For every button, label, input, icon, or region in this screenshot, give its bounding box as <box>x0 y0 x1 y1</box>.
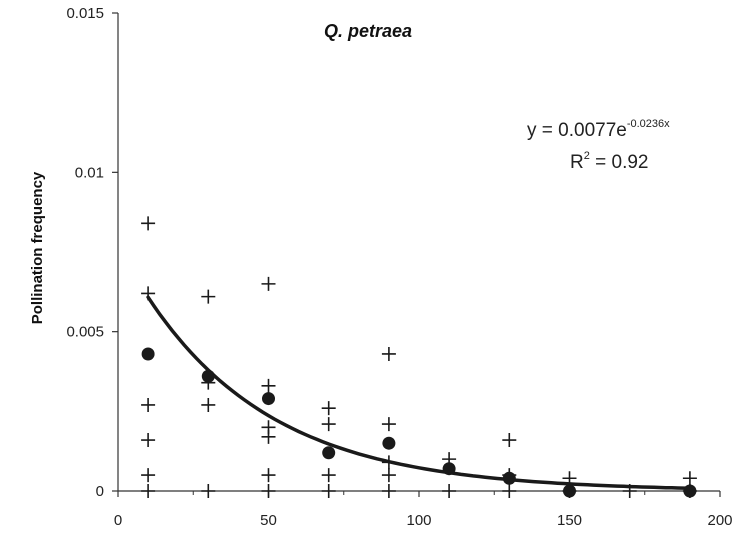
data-point-plus <box>321 417 336 432</box>
data-point-plus <box>201 397 216 412</box>
data-point-dot <box>201 369 215 383</box>
x-tick-label: 150 <box>557 512 582 529</box>
data-point-dot <box>262 392 275 406</box>
data-point-plus <box>141 433 156 448</box>
data-point-dot <box>322 446 336 460</box>
chart-title: Q. petraea <box>324 21 412 41</box>
data-point-plus <box>141 484 156 498</box>
data-point-dot <box>141 347 155 361</box>
data-point-plus <box>141 216 156 231</box>
data-point-plus <box>321 468 336 483</box>
x-tick-label: 0 <box>114 512 122 529</box>
data-point-plus <box>261 484 276 498</box>
trendline-curve <box>146 295 692 490</box>
data-point-dot <box>502 471 516 485</box>
data-point-plus <box>502 433 517 448</box>
r2-value: = 0.92 <box>590 152 649 173</box>
data-point-plus <box>261 276 276 291</box>
y-axis-label: Pollination frequency <box>29 171 46 324</box>
x-tick-label: 200 <box>707 512 732 529</box>
data-point-dot <box>382 436 396 450</box>
data-point-plus <box>201 484 216 498</box>
data-point-plus <box>261 468 276 483</box>
y-tick-label: 0 <box>96 483 104 500</box>
data-point-plus <box>381 417 396 432</box>
data-point-dot <box>442 462 456 476</box>
data-point-plus <box>321 484 336 498</box>
equation-main: y = 0.0077e <box>527 120 627 141</box>
r2-superscript: 2 <box>584 150 590 162</box>
r2-prefix: R <box>570 152 584 173</box>
y-tick-label: 0.01 <box>75 164 104 181</box>
data-point-plus <box>321 401 336 416</box>
data-point-plus <box>141 468 156 483</box>
data-point-dot <box>683 484 697 498</box>
data-point-plus <box>381 484 396 498</box>
data-point-dot <box>563 484 576 498</box>
data-point-plus <box>261 378 276 393</box>
data-point-plus <box>261 429 276 444</box>
data-point-plus <box>201 289 216 304</box>
data-point-plus <box>381 468 396 483</box>
y-tick-label: 0.015 <box>66 5 104 22</box>
data-point-plus <box>502 484 517 498</box>
data-point-plus <box>682 471 697 486</box>
x-tick-label: 50 <box>260 512 277 529</box>
x-tick-label: 100 <box>406 512 431 529</box>
data-marks <box>141 216 697 498</box>
trendline-equation: y = 0.0077e-0.0236x <box>527 118 670 141</box>
data-point-plus <box>141 397 156 412</box>
r-squared: R2 = 0.92 <box>570 150 649 173</box>
y-tick-label: 0.005 <box>66 324 104 341</box>
data-point-plus <box>381 346 396 361</box>
equation-exponent: -0.0236x <box>627 118 670 130</box>
data-point-plus <box>442 484 457 498</box>
axes: 0 50 100 150 200 0 0.005 0.01 0.015 <box>66 5 732 529</box>
